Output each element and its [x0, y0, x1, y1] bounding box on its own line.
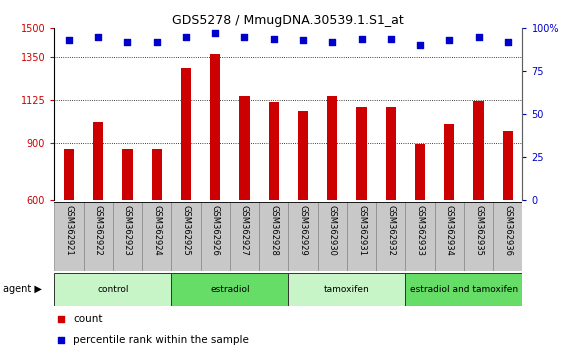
- Text: GSM362930: GSM362930: [328, 205, 337, 256]
- Text: GSM362931: GSM362931: [357, 205, 366, 256]
- Point: [474, 34, 483, 40]
- Title: GDS5278 / MmugDNA.30539.1.S1_at: GDS5278 / MmugDNA.30539.1.S1_at: [172, 14, 404, 27]
- Bar: [473, 101, 484, 200]
- Bar: [113, 202, 142, 271]
- Text: GSM362928: GSM362928: [269, 205, 278, 256]
- Bar: [239, 96, 250, 200]
- Point: [348, 37, 357, 42]
- Text: tamoxifen: tamoxifen: [324, 285, 370, 294]
- Bar: [200, 202, 230, 271]
- Text: GSM362925: GSM362925: [182, 205, 191, 255]
- Bar: [181, 68, 191, 200]
- Bar: [171, 273, 288, 306]
- Bar: [298, 111, 308, 200]
- Bar: [356, 107, 367, 200]
- Bar: [415, 144, 425, 200]
- Bar: [435, 202, 464, 271]
- Point: [94, 34, 103, 40]
- Bar: [64, 149, 74, 200]
- Text: agent ▶: agent ▶: [3, 284, 42, 295]
- Text: control: control: [97, 285, 128, 294]
- Text: GSM362927: GSM362927: [240, 205, 249, 256]
- Bar: [405, 273, 522, 306]
- Text: GSM362929: GSM362929: [299, 205, 308, 255]
- Point: [65, 38, 74, 43]
- Text: GSM362933: GSM362933: [416, 205, 425, 256]
- Point: [445, 38, 454, 43]
- Bar: [502, 131, 513, 200]
- Bar: [93, 122, 103, 200]
- Text: GSM362926: GSM362926: [211, 205, 220, 256]
- Bar: [385, 107, 396, 200]
- Text: GSM362935: GSM362935: [474, 205, 483, 256]
- Point: [328, 39, 337, 45]
- Bar: [288, 273, 405, 306]
- Point: [503, 39, 512, 45]
- Point: [299, 38, 308, 43]
- Text: estradiol and tamoxifen: estradiol and tamoxifen: [410, 285, 518, 294]
- Text: GSM362921: GSM362921: [65, 205, 74, 255]
- Text: estradiol: estradiol: [210, 285, 250, 294]
- Bar: [444, 124, 455, 200]
- Bar: [171, 202, 200, 271]
- Point: [182, 34, 191, 40]
- Bar: [288, 202, 317, 271]
- Point: [386, 36, 395, 41]
- Bar: [230, 202, 259, 271]
- Bar: [142, 202, 171, 271]
- Bar: [210, 54, 220, 200]
- Point: [416, 43, 425, 48]
- Bar: [259, 202, 288, 271]
- Point: [211, 31, 220, 36]
- Point: [152, 39, 161, 45]
- Bar: [405, 202, 435, 271]
- Point: [240, 34, 249, 40]
- Text: GSM362934: GSM362934: [445, 205, 454, 256]
- Point: [357, 36, 366, 41]
- Text: GSM362924: GSM362924: [152, 205, 161, 255]
- Text: GSM362923: GSM362923: [123, 205, 132, 256]
- Bar: [317, 202, 347, 271]
- Bar: [268, 102, 279, 200]
- Text: count: count: [73, 314, 102, 324]
- Bar: [122, 149, 132, 200]
- Bar: [83, 202, 112, 271]
- Bar: [327, 96, 337, 200]
- Text: percentile rank within the sample: percentile rank within the sample: [73, 335, 249, 345]
- Text: GSM362922: GSM362922: [94, 205, 103, 255]
- Text: GSM362932: GSM362932: [386, 205, 395, 256]
- Bar: [54, 202, 83, 271]
- Bar: [151, 149, 162, 200]
- Bar: [347, 202, 376, 271]
- Bar: [376, 202, 405, 271]
- Text: GSM362936: GSM362936: [503, 205, 512, 256]
- Bar: [493, 202, 522, 271]
- Point: [123, 39, 132, 45]
- Point: [269, 36, 278, 41]
- Point: [348, 230, 357, 235]
- Bar: [464, 202, 493, 271]
- Bar: [54, 273, 171, 306]
